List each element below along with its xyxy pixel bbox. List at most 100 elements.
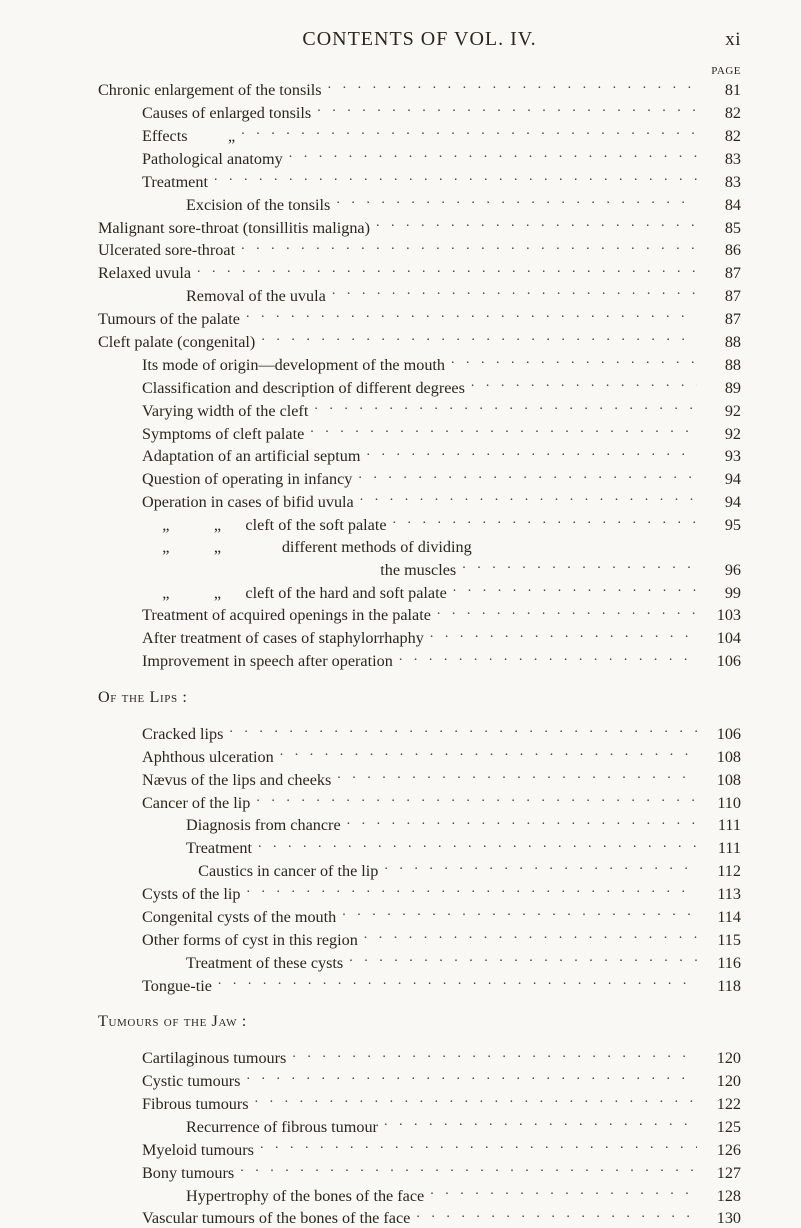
toc-page: 106 xyxy=(703,724,741,746)
toc-label: Question of operating in infancy xyxy=(142,469,352,491)
toc-page: 99 xyxy=(703,583,741,605)
leader-dots xyxy=(255,1093,697,1109)
toc-page: 84 xyxy=(703,195,741,217)
toc-page: 93 xyxy=(703,446,741,468)
toc-label: Bony tumours xyxy=(142,1163,234,1185)
toc-page: 115 xyxy=(703,930,741,952)
toc-page: 106 xyxy=(703,651,741,673)
toc-label: Vascular tumours of the bones of the fac… xyxy=(142,1208,410,1228)
toc-page: 126 xyxy=(703,1140,741,1162)
leader-dots xyxy=(310,422,697,438)
toc-label: Improvement in speech after operation xyxy=(142,651,393,673)
toc-page: 120 xyxy=(703,1071,741,1093)
leader-dots xyxy=(453,581,697,597)
leader-dots xyxy=(360,491,697,507)
leader-dots xyxy=(260,1139,697,1155)
toc-label: Cancer of the lip xyxy=(142,793,250,815)
leader-dots xyxy=(292,1047,697,1063)
toc-page: 88 xyxy=(703,355,741,377)
leader-dots xyxy=(289,148,697,164)
toc-page: 122 xyxy=(703,1094,741,1116)
leader-dots xyxy=(451,354,697,370)
toc-label: Cracked lips xyxy=(142,724,223,746)
toc-page: 92 xyxy=(703,401,741,423)
toc-page: 112 xyxy=(703,861,741,883)
leader-dots xyxy=(437,604,697,620)
leader-dots xyxy=(349,952,697,968)
toc-page: 108 xyxy=(703,747,741,769)
toc-page: 104 xyxy=(703,628,741,650)
toc-page: 87 xyxy=(703,309,741,331)
leader-dots xyxy=(416,1207,697,1223)
toc-page: 82 xyxy=(703,103,741,125)
leader-dots xyxy=(384,860,697,876)
toc-page: 81 xyxy=(703,80,741,102)
section-heading: Tumours of the Jaw : xyxy=(98,1011,741,1033)
toc-label: „ „ different methods of dividing xyxy=(142,537,472,559)
leader-dots xyxy=(347,814,697,830)
toc-label: Cystic tumours xyxy=(142,1071,240,1093)
toc-page: 94 xyxy=(703,492,741,514)
toc-label: Operation in cases of bifid uvula xyxy=(142,492,354,514)
leader-dots xyxy=(430,627,697,643)
toc-page: 85 xyxy=(703,218,741,240)
header-title: CONTENTS OF VOL. IV. xyxy=(128,28,711,51)
toc-label: „ „ cleft of the hard and soft palate xyxy=(142,583,447,605)
toc-page: 125 xyxy=(703,1117,741,1139)
leader-dots xyxy=(241,239,697,255)
leader-dots xyxy=(462,559,697,575)
section-heading: Of the Lips : xyxy=(98,687,741,709)
toc-label: the muscles xyxy=(186,560,456,582)
leader-dots xyxy=(336,193,697,209)
toc-page: 111 xyxy=(703,815,741,837)
section-heading-label: Of the Lips : xyxy=(98,687,187,709)
toc-label: Other forms of cyst in this region xyxy=(142,930,358,952)
toc-label: Aphthous ulceration xyxy=(142,747,274,769)
leader-dots xyxy=(256,791,697,807)
toc-page: 96 xyxy=(703,560,741,582)
leader-dots xyxy=(246,883,697,899)
toc-page: 87 xyxy=(703,286,741,308)
toc-page: 128 xyxy=(703,1186,741,1208)
toc-page: 120 xyxy=(703,1048,741,1070)
leader-dots xyxy=(229,723,697,739)
toc-page: 130 xyxy=(703,1208,741,1228)
header-roman: xi xyxy=(711,29,741,51)
toc-row: Tongue-tie118 xyxy=(98,974,741,997)
toc-label: Myeloid tumours xyxy=(142,1140,254,1162)
toc-label: Chronic enlargement of the tonsils xyxy=(98,80,322,102)
toc-label: Treatment of acquired openings in the pa… xyxy=(142,605,431,627)
leader-dots xyxy=(332,285,697,301)
leader-dots xyxy=(430,1184,697,1200)
section-heading-label: Tumours of the Jaw : xyxy=(98,1011,247,1033)
toc-page: 88 xyxy=(703,332,741,354)
toc-page: 114 xyxy=(703,907,741,929)
leader-dots xyxy=(246,1070,697,1086)
toc-label: Its mode of origin—development of the mo… xyxy=(142,355,445,377)
toc-label: Treatment xyxy=(142,172,208,194)
toc-label: „ „ cleft of the soft palate xyxy=(142,515,387,537)
toc-page: 87 xyxy=(703,263,741,285)
leader-dots xyxy=(261,331,697,347)
leader-dots xyxy=(366,445,697,461)
toc-page: 89 xyxy=(703,378,741,400)
toc-label: Hypertrophy of the bones of the face xyxy=(186,1186,424,1208)
toc-page: 111 xyxy=(703,838,741,860)
leader-dots xyxy=(314,399,697,415)
toc-page: 95 xyxy=(703,515,741,537)
leader-dots xyxy=(240,1162,697,1178)
toc-page: 108 xyxy=(703,770,741,792)
toc-label: Cysts of the lip xyxy=(142,884,240,906)
toc-label: Adaptation of an artificial septum xyxy=(142,446,360,468)
toc-row: „ „ cleft of the soft palate 95 xyxy=(98,514,741,537)
toc-page: 113 xyxy=(703,884,741,906)
leader-dots xyxy=(364,929,697,945)
toc-page: 110 xyxy=(703,793,741,815)
page-label: PAGE xyxy=(98,65,741,77)
toc-row: Improvement in speech after operation 106 xyxy=(98,650,741,673)
leader-dots xyxy=(317,102,697,118)
toc-page: 92 xyxy=(703,424,741,446)
leader-dots xyxy=(337,768,697,784)
toc-label: Effects „ xyxy=(142,126,235,148)
leader-dots xyxy=(246,308,697,324)
